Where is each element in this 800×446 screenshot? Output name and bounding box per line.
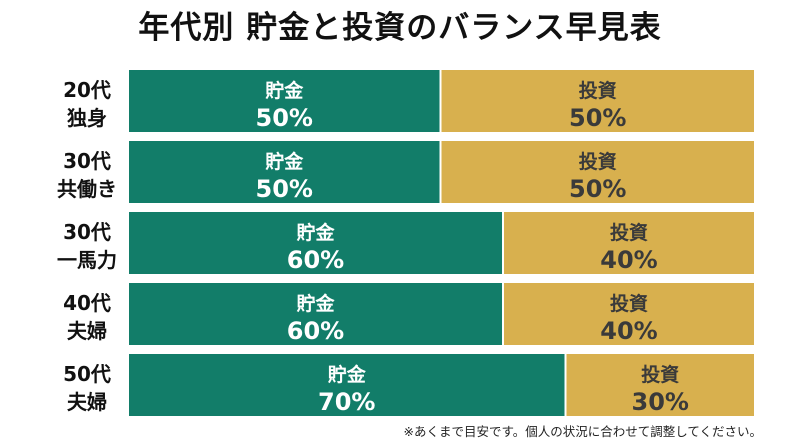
segment-series-label: 貯金 [296,221,335,244]
segment-value-label: 60% [287,246,344,274]
category-label: 独身 [67,106,107,130]
segment-series-label: 投資 [610,292,648,315]
segment-value-label: 40% [600,317,657,345]
savings-bar [129,354,565,416]
segment-value-label: 30% [632,388,689,416]
segment-value-label: 50% [256,104,313,132]
investment-bar [441,141,754,203]
segment-value-label: 50% [256,175,313,203]
investment-bar [566,354,754,416]
footnote: ※あくまで目安です。個人の状況に合わせて調整してください。 [403,424,762,439]
segment-value-label: 70% [318,388,375,416]
segment-series-label: 投資 [579,150,617,173]
category-label: 夫婦 [67,390,107,414]
investment-bar [441,70,754,132]
segment-value-label: 40% [600,246,657,274]
segment-series-label: 貯金 [265,79,304,102]
segment-series-label: 貯金 [296,292,335,315]
category-label: 50代 [63,362,111,386]
category-label: 20代 [63,78,111,102]
savings-bar [129,70,440,132]
savings-bar [129,283,502,345]
segment-series-label: 投資 [610,221,648,244]
segment-series-label: 投資 [641,363,679,386]
category-label: 30代 [63,220,111,244]
segment-series-label: 貯金 [328,363,367,386]
category-label: 30代 [63,149,111,173]
category-label: 共働き [57,177,117,201]
savings-bar [129,212,502,274]
category-label: 夫婦 [67,319,107,343]
savings-bar [129,141,440,203]
segment-series-label: 貯金 [265,150,304,173]
category-label: 40代 [63,291,111,315]
investment-bar [504,283,754,345]
segment-value-label: 60% [287,317,344,345]
investment-bar [504,212,754,274]
segment-series-label: 投資 [579,79,617,102]
segment-value-label: 50% [569,104,626,132]
chart-title: 年代別 貯金と投資のバランス早見表 [138,10,662,46]
segment-value-label: 50% [569,175,626,203]
category-label: 一馬力 [57,248,117,272]
